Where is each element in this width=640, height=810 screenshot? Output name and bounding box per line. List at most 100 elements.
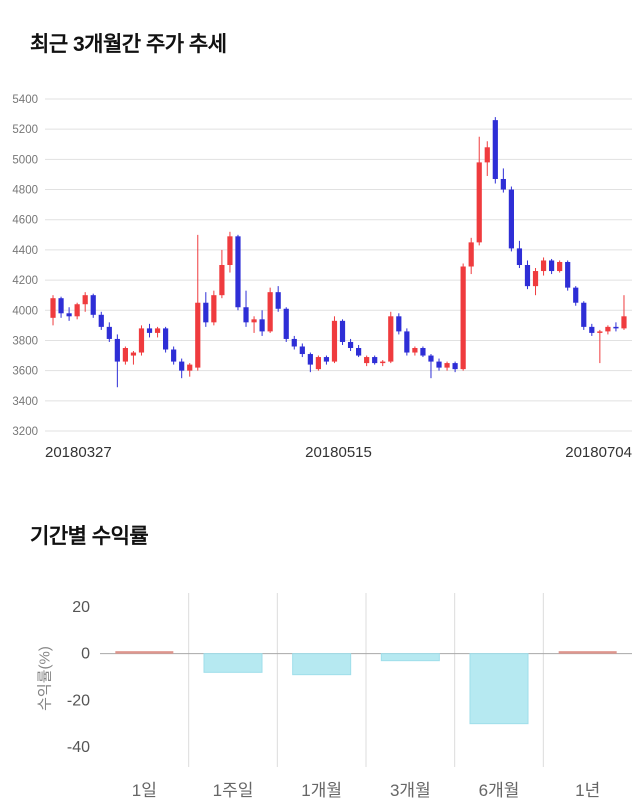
candle-body: [557, 261, 563, 272]
candle-body: [98, 314, 104, 327]
returns-y-tick-label: 20: [72, 599, 90, 616]
candle-body: [581, 302, 587, 327]
candle-body: [621, 316, 627, 329]
candle-body: [195, 302, 201, 368]
price-y-tick-label: 5000: [12, 154, 38, 166]
candle-body: [90, 295, 96, 315]
candle-body: [50, 298, 56, 318]
candle-body: [66, 313, 72, 317]
candle-body: [331, 320, 338, 362]
candle-body: [364, 357, 370, 364]
candle-body: [356, 348, 362, 356]
candle-body: [573, 287, 579, 303]
candle-body: [187, 364, 193, 371]
candle-body: [436, 361, 442, 368]
candle-body: [114, 338, 120, 362]
candle-body: [605, 326, 611, 332]
candle-body: [106, 326, 112, 339]
candle-body: [315, 357, 321, 370]
candle-body: [243, 307, 249, 323]
candle-body: [283, 308, 289, 339]
return-bar: [203, 653, 263, 673]
candle-body: [235, 236, 241, 308]
candle-body: [468, 242, 474, 267]
candle-body: [613, 326, 619, 329]
bar-category-label: 3개월: [389, 781, 431, 800]
candle-body: [380, 361, 386, 364]
candle-body: [146, 328, 153, 333]
bar-category-label: 1개월: [301, 781, 343, 800]
return-bar: [380, 653, 440, 662]
candle-body: [154, 328, 161, 333]
candle-body: [508, 189, 514, 249]
candle-body: [323, 357, 330, 362]
candle-body: [171, 349, 177, 362]
candle-body: [500, 178, 506, 190]
candle-body: [372, 357, 378, 364]
candle-body: [597, 331, 603, 333]
candle-body: [444, 363, 450, 368]
candle-body: [428, 355, 434, 362]
date-tick-last: 20180704: [565, 444, 632, 461]
return-bar: [292, 653, 352, 676]
candle-body: [130, 352, 137, 356]
candle-body: [251, 319, 257, 323]
candle-body: [82, 295, 88, 305]
candle-body: [347, 341, 354, 348]
candle-body: [163, 328, 169, 350]
candle-body: [138, 328, 145, 353]
candle-body: [532, 271, 539, 287]
price-y-tick-label: 3400: [12, 396, 38, 408]
candle-body: [219, 265, 225, 296]
price-y-tick-label: 3600: [12, 366, 38, 378]
candle-body: [396, 316, 402, 332]
candle-body: [565, 261, 571, 288]
candle-body: [291, 338, 297, 347]
price-y-tick-label: 4000: [12, 305, 38, 317]
candle-body: [299, 346, 305, 355]
candle-body: [412, 348, 418, 353]
bar-category-label: 1주일: [212, 781, 254, 800]
candle-body: [267, 292, 273, 332]
bar-category-label: 1년: [575, 781, 601, 800]
candle-body: [307, 354, 313, 365]
candle-body: [420, 348, 426, 356]
candle-body: [460, 266, 466, 370]
candle-body: [404, 331, 410, 353]
price-candlestick-chart: 5400 5200 5000 4800 4600 4400 4200 4000 3800 3600…: [12, 94, 632, 438]
returns-bar-chart: 20 0 -20 -40: [67, 593, 632, 767]
return-bar: [558, 651, 617, 654]
date-tick-first: 20180327: [45, 444, 112, 461]
price-y-tick-label: 5400: [12, 94, 38, 106]
candle-body: [484, 147, 490, 163]
candle-body: [259, 319, 265, 332]
price-y-tick-label: 4800: [12, 185, 38, 197]
price-y-tick-label: 5200: [12, 124, 38, 136]
candle-body: [74, 304, 80, 317]
candle-body: [549, 260, 555, 272]
candle-body: [211, 295, 217, 323]
returns-y-tick-label: 0: [81, 646, 90, 663]
candle-body: [275, 292, 281, 309]
candle-body: [122, 348, 128, 362]
returns-y-tick-label: -40: [67, 739, 90, 756]
candle-body: [203, 302, 209, 323]
candle-body: [339, 320, 346, 342]
candle-body: [492, 120, 498, 179]
price-chart-date-axis: 20180327 20180515 20180704: [45, 444, 632, 461]
price-chart-title: 최근 3개월간 주가 추세: [30, 33, 227, 56]
candle-body: [388, 316, 394, 362]
candle-body: [516, 248, 523, 265]
candle-body: [179, 361, 185, 371]
price-y-tick-label: 4400: [12, 245, 38, 257]
return-bar: [469, 653, 529, 725]
candle-body: [227, 236, 233, 265]
price-y-tick-label: 3800: [12, 335, 38, 347]
returns-category-axis: 1일 1주일 1개월 3개월 6개월 1년: [100, 776, 632, 801]
returns-chart-title: 기간별 수익률: [30, 525, 149, 548]
candle-body: [540, 260, 547, 272]
candle-body: [524, 265, 531, 287]
candle-body: [589, 326, 595, 333]
price-y-tick-label: 4600: [12, 215, 38, 227]
